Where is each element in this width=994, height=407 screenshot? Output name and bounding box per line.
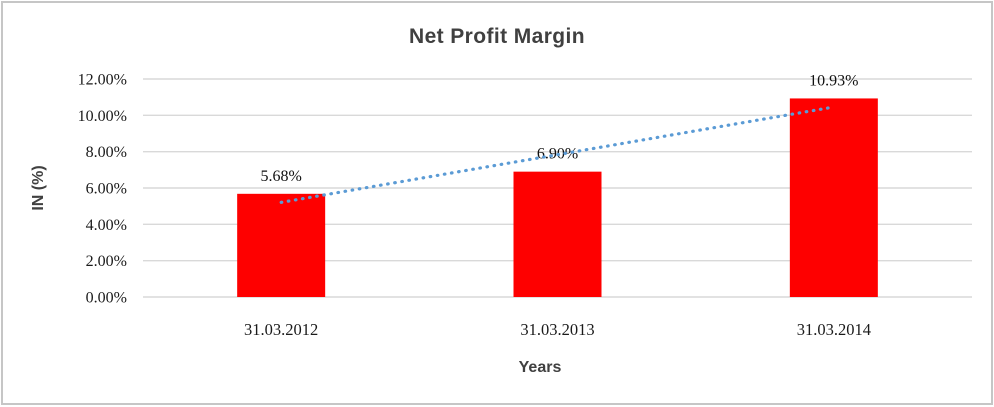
bar-data-label: 10.93%	[809, 72, 858, 89]
y-tick-label: 6.00%	[86, 181, 127, 198]
y-tick-label: 4.00%	[86, 217, 127, 234]
bar	[789, 98, 878, 298]
y-tick-label: 0.00%	[86, 290, 127, 307]
x-category-label: 31.03.2012	[244, 320, 318, 339]
bar	[513, 171, 602, 297]
trendline	[279, 105, 836, 204]
x-axis-title: Years	[518, 359, 562, 376]
x-category-label: 31.03.2014	[797, 320, 871, 339]
bar	[237, 193, 326, 297]
y-tick-label: 2.00%	[86, 253, 127, 270]
y-tick-label: 10.00%	[78, 108, 127, 125]
chart-title: Net Profit Margin	[409, 25, 585, 48]
y-tick-label: 12.00%	[78, 72, 127, 89]
bar-data-label: 5.68%	[261, 168, 302, 185]
x-category-label: 31.03.2013	[520, 320, 594, 339]
y-tick-label: 8.00%	[86, 144, 127, 161]
